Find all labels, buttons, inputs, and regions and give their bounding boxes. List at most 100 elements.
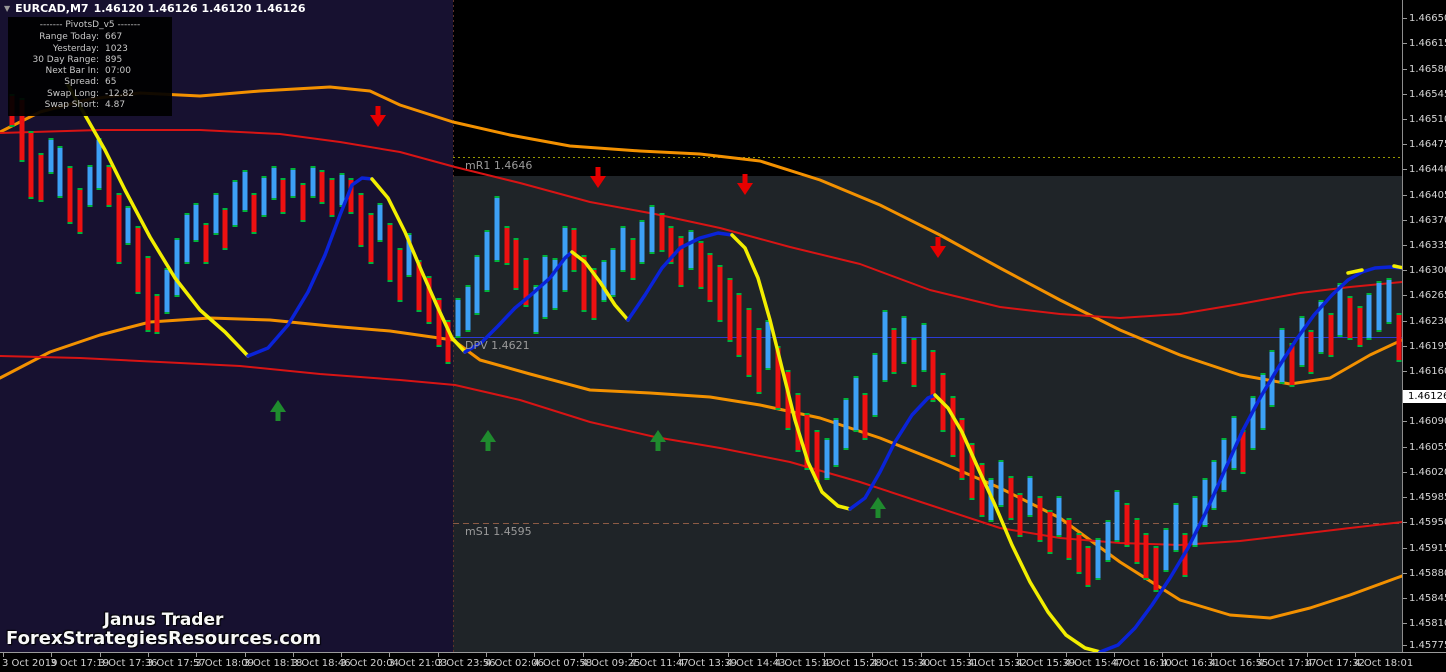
- trend-ma-down: [570, 250, 630, 322]
- candle: [1056, 496, 1062, 537]
- candle: [213, 193, 219, 235]
- candle: [1017, 493, 1023, 537]
- symbol-dropdown-icon[interactable]: ▼: [4, 3, 11, 13]
- candle: [717, 265, 723, 322]
- indicator-row-value: 07:00: [105, 66, 131, 76]
- candle: [445, 320, 451, 364]
- trend-ma-down: [933, 393, 1102, 652]
- time-tick-mark: [1210, 653, 1212, 657]
- price-tick: 1.45845: [1403, 593, 1446, 605]
- price-chart[interactable]: mR1 1.4646 DPV 1.4621 mS1 1.4595: [0, 0, 1402, 652]
- watermark-line1: Janus Trader: [103, 610, 224, 630]
- candle: [329, 178, 335, 217]
- price-tick-mark: [1403, 244, 1407, 246]
- time-tick-mark: [872, 653, 874, 657]
- price-tick-label: 1.45950: [1409, 517, 1446, 528]
- time-tick-label: 4 Oct 14:43: [726, 658, 786, 669]
- candle: [1221, 438, 1227, 492]
- time-tick-label: 3 Oct 17:19: [50, 658, 110, 669]
- time-tick-label: 4 Oct 11:47: [629, 658, 689, 669]
- candle: [1192, 496, 1198, 547]
- time-tick-mark: [1307, 653, 1309, 657]
- price-tick-mark: [1403, 194, 1407, 196]
- price-tick: 1.46265: [1403, 290, 1446, 302]
- price-tick: 1.46580: [1403, 64, 1446, 76]
- price-tick-mark: [1403, 446, 1407, 448]
- pivot-label-DPV: DPV 1.4621: [465, 339, 530, 352]
- candle: [1347, 296, 1353, 340]
- indicator-row: 30 Day Range: 895: [13, 55, 167, 66]
- candle: [1308, 330, 1314, 374]
- indicator-row: Swap Short: 4.87: [13, 100, 167, 111]
- time-tick-label: 4 Oct 17:17: [1257, 658, 1317, 669]
- time-tick-label: 4 Oct 15:31: [919, 658, 979, 669]
- watermark: Janus Trader ForexStrategiesResources.co…: [6, 610, 322, 649]
- current-price-badge: 1.46126: [1403, 390, 1446, 403]
- candle: [601, 260, 607, 302]
- candle: [358, 193, 364, 247]
- price-scale[interactable]: 1.46126 1.46650 1.46615 1.46580 1.46545 1.46…: [1402, 0, 1446, 652]
- price-tick-mark: [1403, 168, 1407, 170]
- time-tick-mark: [51, 653, 53, 657]
- candle: [426, 276, 432, 324]
- candle: [474, 255, 480, 315]
- time-tick-mark: [437, 653, 439, 657]
- candle: [736, 293, 742, 357]
- candle: [397, 248, 403, 302]
- price-tick: 1.46020: [1403, 467, 1446, 479]
- price-tick: 1.45880: [1403, 568, 1446, 580]
- buy-arrow-icon: [480, 430, 496, 451]
- trend-ma-up: [848, 393, 937, 511]
- price-tick: 1.45810: [1403, 618, 1446, 630]
- time-tick-mark: [679, 653, 681, 657]
- time-tick-label: 3 Oct 17:57: [146, 658, 206, 669]
- indicator-row: Spread: 65: [13, 77, 167, 88]
- indicator-row-label: Spread:: [64, 77, 99, 88]
- candle: [639, 220, 645, 264]
- candle: [261, 176, 267, 217]
- time-tick-label: 4 Oct 02:06: [485, 658, 544, 669]
- price-tick-mark: [1403, 118, 1407, 120]
- indicator-row-value: 65: [105, 77, 117, 88]
- pivot-label-mS1: mS1 1.4595: [465, 525, 532, 538]
- time-tick-label: 3 Oct 17:36: [98, 658, 158, 669]
- price-tick-label: 1.45915: [1409, 543, 1446, 554]
- time-tick-mark: [196, 653, 198, 657]
- price-tick: 1.46230: [1403, 316, 1446, 328]
- time-scale[interactable]: 3 Oct 2019 3 Oct 17:19 3 Oct 17:36 3 Oct 17…: [0, 652, 1446, 672]
- trend-ma-down: [1346, 268, 1364, 275]
- candle: [552, 258, 558, 310]
- candle: [290, 168, 296, 198]
- candle: [843, 398, 849, 450]
- candle: [87, 165, 93, 207]
- indicator-row-label: Swap Short:: [44, 99, 99, 110]
- time-tick-mark: [244, 653, 246, 657]
- price-tick-label: 1.45985: [1409, 492, 1446, 503]
- candle: [135, 226, 141, 294]
- candle: [57, 146, 63, 198]
- candle: [1027, 476, 1033, 517]
- time-tick-label: 4 Oct 13:39: [678, 658, 738, 669]
- candle: [649, 205, 655, 254]
- candle: [581, 255, 587, 312]
- candle: [368, 213, 374, 264]
- candle: [1124, 503, 1130, 547]
- candle: [1105, 520, 1111, 562]
- price-tick-mark: [1403, 269, 1407, 271]
- candle: [1250, 396, 1256, 450]
- candle: [1376, 281, 1382, 332]
- buy-arrow-icon: [870, 497, 886, 518]
- price-tick-label: 1.46545: [1409, 89, 1446, 100]
- candle: [620, 226, 626, 272]
- candle: [48, 138, 54, 174]
- price-tick-label: 1.45775: [1409, 640, 1446, 651]
- candle: [1163, 528, 1169, 572]
- price-tick: 1.46405: [1403, 190, 1446, 202]
- chart-canvas[interactable]: mR1 1.4646 DPV 1.4621 mS1 1.4595 ▼ EURCAD,…: [0, 0, 1402, 652]
- candle: [310, 166, 316, 198]
- price-tick-label: 1.46650: [1409, 13, 1446, 24]
- watermark-line2: ForexStrategiesResources.com: [6, 627, 322, 649]
- price-tick-mark: [1403, 471, 1407, 473]
- price-tick: 1.46090: [1403, 416, 1446, 428]
- candle: [1337, 283, 1343, 337]
